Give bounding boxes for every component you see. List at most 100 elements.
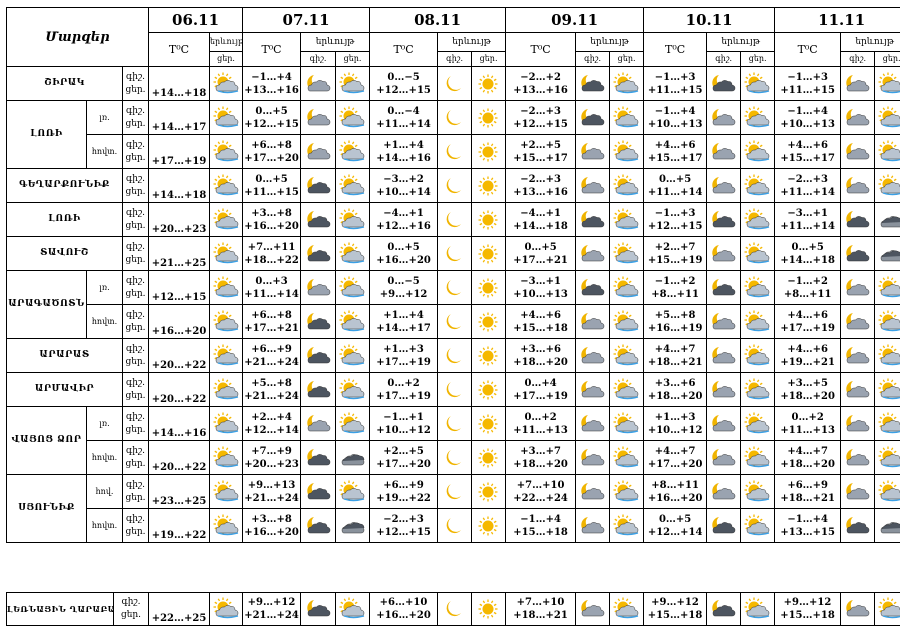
weather-cell-day [335, 134, 371, 169]
region-row: հովտ. գիշ. ցեր. +19…+22 +3…+8 +16…+20 −2…+3 +12… [7, 508, 900, 543]
weather-cell-night [300, 134, 337, 169]
moon-cloud-icon [844, 412, 871, 436]
moon-icon [441, 480, 468, 504]
weather-cell-day [874, 508, 900, 543]
subregion-label: լռ. [86, 100, 123, 135]
temp-range: −1…+3 +12…+15 [643, 202, 708, 237]
sun-icon [475, 106, 502, 130]
sun-icon [475, 344, 502, 368]
weather-cell-day [609, 592, 644, 626]
moon-dark-cloud-icon [844, 242, 871, 266]
temp-day0: +14…+16 [148, 406, 211, 441]
moon-cloud-icon [579, 174, 606, 198]
weather-cell-night [575, 474, 611, 509]
weather-cell-night [300, 168, 337, 203]
night-header: գիշ. [706, 51, 742, 67]
sun-cloud-icon [339, 480, 366, 504]
weather-cell-night [575, 270, 611, 305]
weather-cell-night [575, 134, 611, 169]
weather-cell-day [609, 66, 645, 101]
moon-cloud-icon [844, 310, 871, 334]
moon-dark-cloud-icon [579, 106, 606, 130]
region-row: ԱՐՄԱՎԻՐ գիշ. ցեր. +20…+22 +5…+8 +21…+24 0…+2 +1… [6, 372, 900, 407]
temp-range: +7…+10 +22…+24 [505, 474, 577, 509]
dark-cloud-icon [878, 514, 900, 538]
temp-range: 0…+5 +12…+15 [242, 100, 302, 135]
temp-day0: +14…+18 [148, 168, 211, 203]
weather-cell-day [471, 508, 507, 543]
moon-cloud-icon [305, 276, 332, 300]
temp-day0: +22…+25 [148, 592, 210, 626]
weather-cell-night [706, 236, 742, 271]
weather-cell-day [874, 406, 900, 441]
weather-cell-day [874, 202, 900, 237]
temp-day0: +19…+22 [148, 508, 211, 543]
moon-icon [441, 276, 468, 300]
temp-range: −4…+1 +14…+18 [505, 202, 577, 237]
sun-cloud-icon [744, 378, 771, 402]
sun-icon [475, 514, 502, 538]
temp-range: −4…+1 +12…+16 [369, 202, 439, 237]
karabakh-table: ԼԵՌՆԱՅԻՆ ՂԱՐԱԲԱՂ գիշ. ցեր. +22…+25 +9…+12… [6, 592, 900, 626]
weather-cell-day [471, 100, 507, 135]
weather-cell-night [437, 66, 473, 101]
moon-icon [441, 514, 468, 538]
sun-cloud-icon [613, 514, 640, 538]
weather-cell-night [575, 338, 611, 373]
temp-header: T⁰C [643, 32, 708, 67]
sun-cloud-icon [744, 276, 771, 300]
moon-cloud-icon [579, 514, 606, 538]
temp-range: −1…+3 +11…+15 [774, 66, 842, 101]
temp-day0: +14…+18 [148, 66, 211, 101]
moon-icon [441, 174, 468, 198]
moon-cloud-icon [579, 344, 606, 368]
moon-cloud-icon [305, 106, 332, 130]
temp-range: 0…+2 +17…+19 [369, 372, 439, 407]
temp-range: −3…+1 +10…+13 [505, 270, 577, 305]
weather-cell-night [706, 100, 742, 135]
sun-cloud-icon [744, 208, 771, 232]
temp-day0: +20…+22 [148, 338, 211, 373]
temp-range: −1…+1 +10…+12 [369, 406, 439, 441]
temp-range: −1…+4 +13…+15 [774, 508, 842, 543]
weather-cell-day [740, 338, 776, 373]
moon-dark-cloud-icon [710, 597, 737, 621]
temp-range: 0…−5 +9…+12 [369, 270, 439, 305]
sun-cloud-icon [878, 276, 900, 300]
weather-cell-day [471, 338, 507, 373]
phen-header: երևույթ [840, 32, 900, 52]
moon-icon [441, 310, 468, 334]
weather-cell [209, 508, 244, 543]
weather-cell-day [874, 134, 900, 169]
moon-dark-cloud-icon [305, 514, 332, 538]
weather-cell-day [471, 440, 507, 475]
weather-cell-night [840, 440, 876, 475]
temp-header: T⁰C [369, 32, 439, 67]
weather-cell-day [609, 134, 645, 169]
weather-cell-night [300, 440, 337, 475]
day-night-labels: գիշ. ցեր. [121, 372, 150, 407]
forecast-body: Մարզեր 06.11 07.11 08.11 09.11 10.11 11.11 T⁰… [5, 7, 900, 543]
weather-cell-day [609, 236, 645, 271]
temp-range: +4…+7 +18…+21 [643, 338, 708, 373]
sun-cloud-icon [213, 344, 240, 368]
moon-dark-cloud-icon [305, 597, 332, 621]
temp-range: +5…+8 +16…+19 [643, 304, 708, 339]
sun-cloud-icon [744, 106, 771, 130]
region-name: ԳԵՂԱՐՔՈՒՆԻՔ [6, 168, 123, 203]
weather-cell-night [575, 592, 610, 626]
sun-cloud-icon [744, 446, 771, 470]
sun-cloud-icon [339, 140, 366, 164]
sun-icon [475, 174, 502, 198]
moon-cloud-icon [844, 446, 871, 470]
moon-cloud-icon [579, 242, 606, 266]
weather-cell-night [840, 236, 876, 271]
moon-cloud-icon [710, 378, 737, 402]
weather-cell-night [437, 592, 472, 626]
weather-cell-day [874, 304, 900, 339]
weather-cell-day [740, 508, 776, 543]
night-header: գիշ. [575, 51, 611, 67]
sun-cloud-icon [339, 412, 366, 436]
moon-cloud-icon [579, 480, 606, 504]
weather-cell-day [335, 440, 371, 475]
